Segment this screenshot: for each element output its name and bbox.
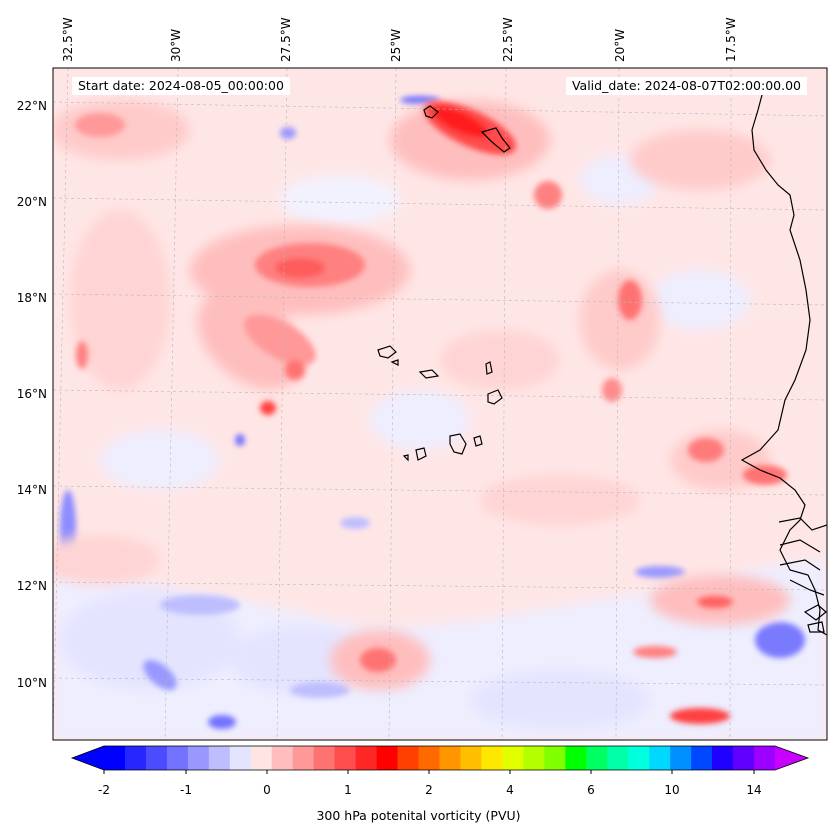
valid-date-label: Valid_date: 2024-08-07T02:00:00.00 [565,77,807,95]
colorbar-tick-label: -2 [98,783,110,797]
colorbar-swatch [544,746,566,770]
colorbar-swatch [397,746,420,770]
colorbar-swatch [250,746,273,770]
colorbar-swatch [586,746,608,770]
colorbar-swatch [691,746,713,770]
lat-label: 14°N [17,483,47,497]
colorbar-swatch [607,746,629,770]
longitude-labels: 32.5°W 30°W 27.5°W 25°W 22.5°W 20°W 17.5… [61,17,738,62]
latitude-labels: 22°N 20°N 18°N 16°N 14°N 12°N 10°N [17,99,47,690]
colorbar-tick-label: 4 [506,783,514,797]
colorbar-swatch [754,746,776,770]
colorbar-swatch [670,746,692,770]
colorbar-swatch [313,746,336,770]
colorbar-swatch [712,746,734,770]
colorbar-swatch [208,746,231,770]
colorbar-swatch [355,746,378,770]
colorbar-ticks: -2 -1 0 1 2 4 6 10 14 [98,783,762,797]
start-date-label: Start date: 2024-08-05_00:00:00 [72,77,290,95]
colorbar-over-triangle [775,746,808,770]
colorbar-swatch [439,746,461,770]
lat-label: 18°N [17,291,47,305]
lat-label: 22°N [17,99,47,113]
colorbar-swatch [376,746,399,770]
lat-label: 16°N [17,387,47,401]
lon-label: 30°W [169,29,183,62]
lon-label: 25°W [389,29,403,62]
colorbar-swatch [523,746,545,770]
gridlines [53,68,827,740]
lat-label: 12°N [17,579,47,593]
lon-label: 22.5°W [501,17,515,62]
lon-label: 20°W [613,29,627,62]
colorbar-swatch [334,746,357,770]
lat-label: 20°N [17,195,47,209]
pv-field [53,68,827,740]
lon-label: 27.5°W [279,17,293,62]
colorbar-tick-label: 10 [664,783,679,797]
colorbar-swatch [229,746,252,770]
colorbar-swatch [145,746,168,770]
map-frame [52,67,828,741]
colorbar-swatch [628,746,650,770]
colorbar-tick-label: 14 [746,783,761,797]
lat-label: 10°N [17,676,47,690]
colorbar-swatch [271,746,294,770]
colorbar-swatch [187,746,210,770]
colorbar-swatch [460,746,482,770]
colorbar-swatch [292,746,315,770]
colorbar-tick-label: 6 [587,783,595,797]
colorbar-title: 300 hPa potenital vorticity (PVU) [316,808,521,823]
colorbar-tick-label: 2 [425,783,433,797]
colorbar-tick-label: 1 [344,783,352,797]
colorbar-swatch [124,746,147,770]
colorbar-swatch [166,746,189,770]
colorbar-tick-label: -1 [180,783,192,797]
lon-label: 32.5°W [61,17,75,62]
colorbar-swatch [565,746,587,770]
colorbar-swatch [733,746,755,770]
colorbar-swatch [418,746,440,770]
colorbar-under-triangle [72,746,104,770]
colorbar-swatch [481,746,503,770]
colorbar-tick-label: 0 [263,783,271,797]
colorbar [70,745,810,774]
coastline [377,79,827,636]
colorbar-swatch [104,746,126,770]
colorbar-swatch [649,746,671,770]
colorbar-swatch [502,746,524,770]
lon-label: 17.5°W [724,17,738,62]
